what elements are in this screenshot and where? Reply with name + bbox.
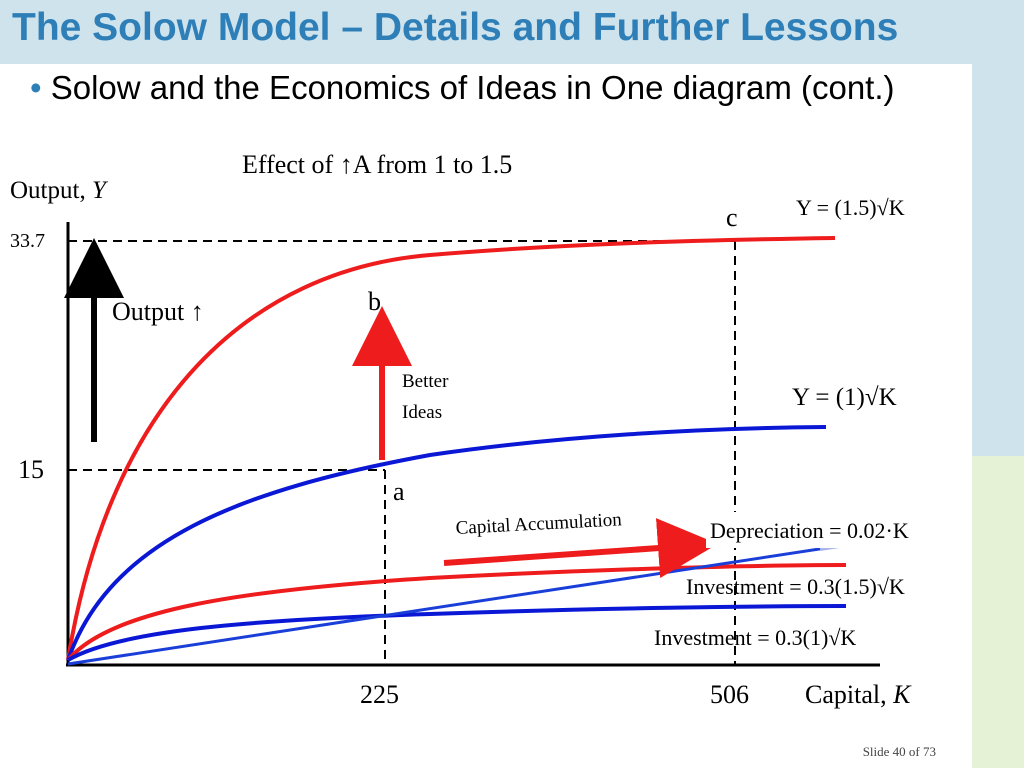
y-axis-variable: Y [92, 177, 109, 204]
label-low-investment: Investment = 0.3(1)√K [654, 625, 856, 650]
depreciation-label-box [706, 512, 972, 548]
curve-high-investment [66, 563, 847, 662]
capital-accumulation-arrow [443, 518, 718, 579]
label-high-output-curve: Y = (1.5)√K [796, 195, 905, 220]
curve-low-output [66, 425, 827, 661]
output-arrow-label: Output ↑ [112, 297, 204, 326]
curve-high-output [66, 236, 836, 661]
label-depreciation: Depreciation = 0.02·K [710, 518, 909, 543]
diagram-heading: Effect of ↑A from 1 to 1.5 [242, 150, 512, 179]
label-low-output-curve: Y = (1)√K [792, 384, 897, 411]
y-tick-15: 15 [18, 455, 44, 484]
x-axis-variable: K [892, 680, 912, 709]
title-bar [0, 0, 1024, 64]
bullet-marker: • [30, 69, 42, 106]
content-panel [6, 64, 972, 768]
slide-number: Slide 40 of 73 [862, 744, 936, 759]
point-b: b [368, 287, 381, 316]
curve-low-investment [67, 604, 847, 662]
side-band-lower [972, 456, 1024, 768]
y-axis-label: Output, Y [10, 177, 109, 204]
capital-accumulation-label: Capital Accumulation [455, 509, 623, 539]
slide-title: The Solow Model – Details and Further Le… [12, 6, 899, 49]
x-axis-label-text: Capital, [805, 680, 893, 709]
point-a: a [393, 477, 405, 506]
y-axis-label-text: Output, [10, 177, 92, 204]
better-ideas-label-line2: Ideas [402, 402, 442, 423]
x-axis-label: Capital, K [805, 680, 912, 709]
bullet-point: • Solow and the Economics of Ideas in On… [30, 68, 960, 108]
label-high-investment: Investment = 0.3(1.5)√K [686, 574, 905, 599]
depreciation-line [67, 542, 853, 666]
bullet-text: Solow and the Economics of Ideas in One … [50, 69, 895, 106]
x-tick-506: 506 [710, 680, 749, 709]
x-tick-225: 225 [360, 680, 399, 709]
point-c: c [726, 203, 738, 232]
better-ideas-label-line1: Better [402, 371, 449, 392]
y-tick-33-7: 33.7 [10, 230, 45, 252]
